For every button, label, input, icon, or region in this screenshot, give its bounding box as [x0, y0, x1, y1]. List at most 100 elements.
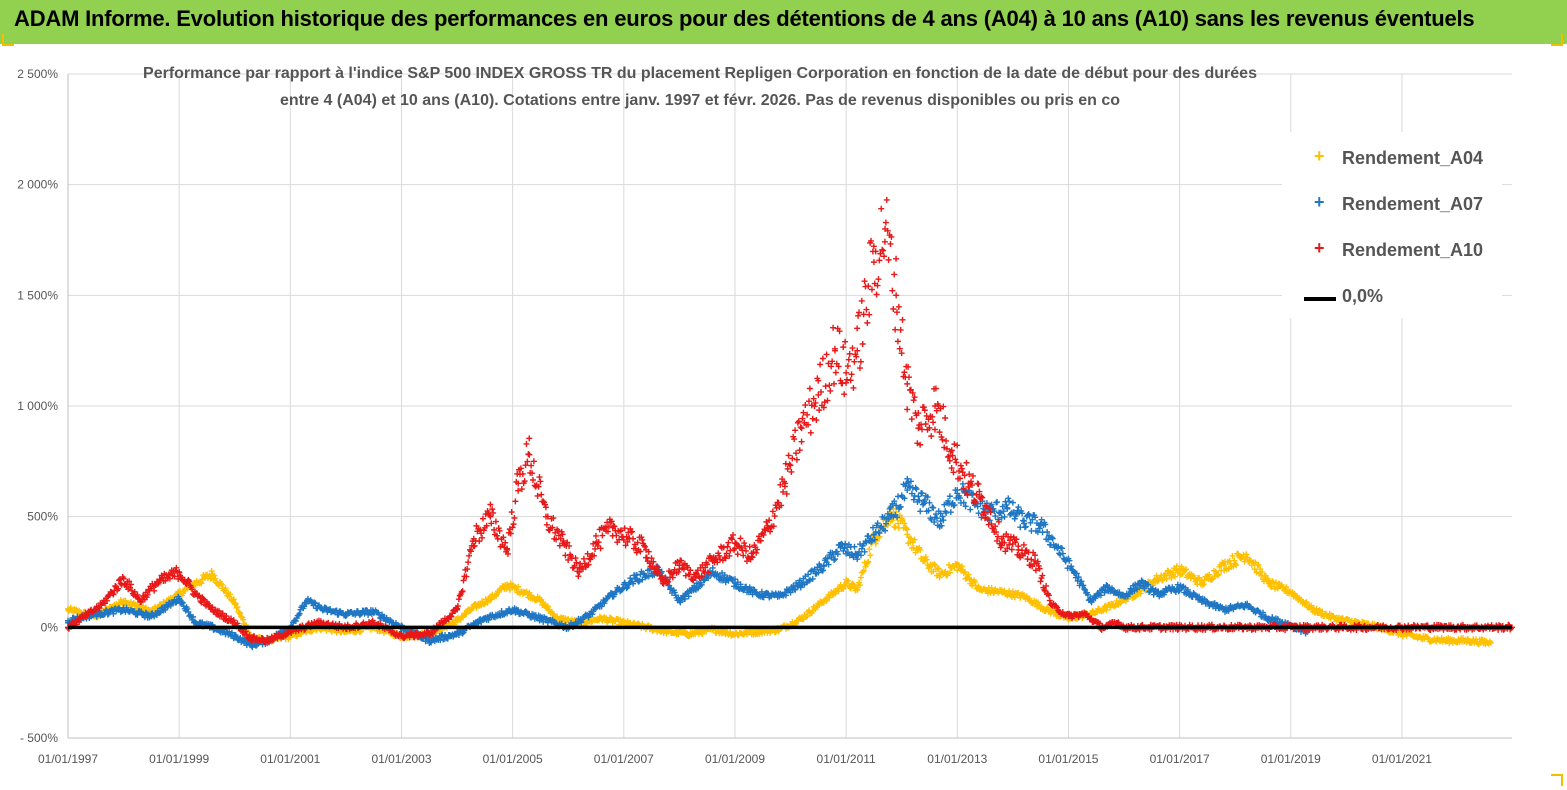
data-point [824, 555, 831, 562]
data-point [868, 286, 875, 293]
data-point [342, 612, 349, 619]
data-point [921, 496, 928, 503]
data-point [230, 596, 237, 603]
data-point [599, 532, 606, 539]
data-point [939, 513, 946, 520]
data-point [861, 548, 868, 555]
data-point [876, 530, 883, 537]
data-point [608, 590, 615, 597]
data-point [236, 609, 243, 616]
data-point [1145, 581, 1152, 588]
data-point [885, 515, 892, 522]
data-point [138, 608, 145, 615]
data-point [785, 452, 792, 459]
data-point [1092, 595, 1099, 602]
data-point [903, 525, 910, 532]
data-point [819, 355, 826, 362]
data-point [923, 556, 930, 563]
data-point [870, 259, 877, 266]
data-point [1113, 597, 1120, 604]
data-point [857, 358, 864, 365]
data-point [961, 568, 968, 575]
data-point [887, 504, 894, 511]
data-point [854, 587, 861, 594]
data-point [856, 548, 863, 555]
data-point [895, 520, 902, 527]
data-point [178, 599, 185, 606]
chart-title-line2: entre 4 (A04) et 10 ans (A10). Cotations… [279, 92, 1120, 109]
data-point [1141, 585, 1148, 592]
data-point [998, 514, 1005, 521]
data-point [831, 557, 838, 564]
data-point [936, 574, 943, 581]
data-point [1103, 607, 1110, 614]
data-point [935, 565, 942, 572]
data-point [512, 498, 519, 505]
legend-label-zero: 0,0% [1342, 286, 1384, 306]
data-point [1265, 577, 1272, 584]
data-point [1009, 499, 1016, 506]
x-tick-label: 01/01/2019 [1261, 752, 1321, 766]
data-point [699, 631, 706, 638]
data-point [901, 520, 908, 527]
data-point [537, 478, 544, 485]
data-point [1020, 517, 1027, 524]
data-point [292, 618, 299, 625]
data-point [854, 556, 861, 563]
data-point [823, 351, 830, 358]
data-point [190, 613, 197, 620]
data-point [809, 415, 816, 422]
data-point [1137, 590, 1144, 597]
data-point [894, 514, 901, 521]
data-point [293, 633, 300, 640]
data-point [357, 628, 364, 635]
data-point [671, 589, 678, 596]
data-point [873, 291, 880, 298]
data-point [184, 605, 191, 612]
data-point [1233, 562, 1240, 569]
data-point [804, 613, 811, 620]
data-point [1038, 516, 1045, 523]
data-point [1178, 563, 1185, 570]
data-point [830, 324, 837, 331]
data-point [904, 526, 911, 533]
data-point [232, 600, 239, 607]
data-point [807, 429, 814, 436]
data-point [960, 499, 967, 506]
y-tick-label: 1 000% [17, 399, 58, 413]
data-point [737, 535, 744, 542]
data-point [857, 552, 864, 559]
data-point [1199, 582, 1206, 589]
legend: + Rendement_A04 + Rendement_A07 + Rendem… [1282, 132, 1502, 318]
data-point [960, 570, 967, 577]
data-point [959, 480, 966, 487]
legend-label-a04: Rendement_A04 [1342, 148, 1484, 168]
data-point [1200, 581, 1207, 588]
data-point [198, 580, 205, 587]
data-point [875, 529, 882, 536]
data-point [904, 475, 911, 482]
data-point [974, 503, 981, 510]
data-point [1253, 569, 1260, 576]
data-point [988, 501, 995, 508]
data-point [864, 319, 871, 326]
data-point [893, 255, 900, 262]
data-point [817, 361, 824, 368]
data-point [685, 593, 692, 600]
data-point [1268, 583, 1275, 590]
data-point [787, 589, 794, 596]
y-tick-label: 0% [41, 620, 59, 634]
data-point [455, 631, 462, 638]
data-point [820, 563, 827, 570]
data-point [967, 506, 974, 513]
data-point [924, 494, 931, 501]
data-point [797, 584, 804, 591]
data-point [312, 600, 319, 607]
data-point [843, 369, 850, 376]
data-point [885, 256, 892, 263]
data-point [1066, 557, 1073, 564]
data-point [1214, 572, 1221, 579]
data-point [789, 455, 796, 462]
data-point [1107, 604, 1114, 611]
data-point [840, 344, 847, 351]
